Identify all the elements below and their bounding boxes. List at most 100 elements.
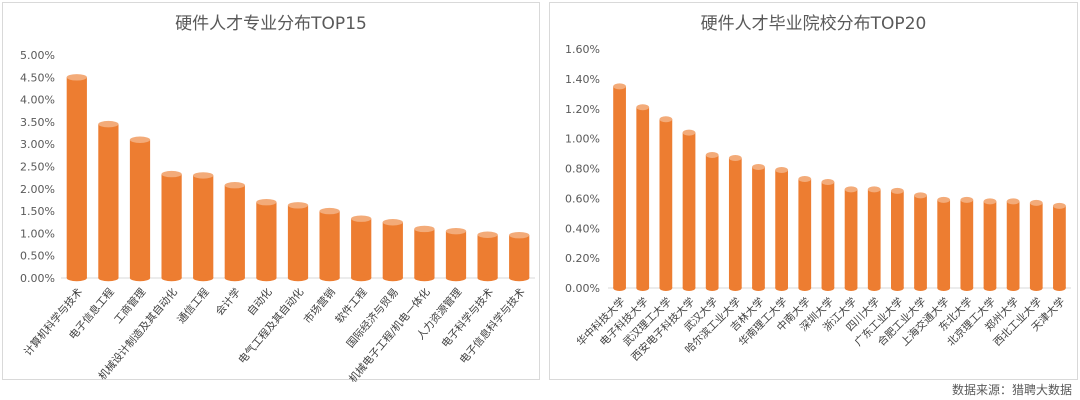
plot-area: 0.00% 0.20% 0.40% 0.60% 0.80% 1.00% 1.20% 1.40%… [565, 43, 1071, 364]
bar [129, 139, 151, 278]
bar-base [705, 285, 719, 291]
x-tick-label: 会计学 [213, 286, 243, 318]
y-tick-label: 3.50% [20, 116, 55, 129]
bar-cap [98, 120, 119, 128]
y-tick-label: 3.00% [20, 138, 55, 151]
bar-cap [414, 225, 435, 233]
y-tick-label: 1.00% [20, 227, 55, 240]
bar-base [224, 274, 245, 282]
y-tick-label: 1.60% [565, 43, 600, 56]
plot-area: 0.00% 0.50% 1.00% 1.50% 2.00% 2.50% 3.00% 3.50%… [20, 49, 535, 385]
bar-cap [682, 129, 696, 136]
x-tick-label: 计算机科学与技术 [21, 285, 85, 358]
bar-cap [382, 219, 403, 226]
bar-base [1053, 285, 1066, 291]
bar-base [287, 274, 309, 282]
bar-cap [509, 231, 530, 239]
bar-cap [1053, 202, 1066, 209]
chart-title: 硬件人才毕业院校分布TOP20 [700, 14, 927, 34]
major-bar-chart: 0.00% 0.50% 1.00% 1.50% 2.00% 2.50% 3.00% 3.50%… [20, 49, 535, 385]
bar-cap [705, 152, 719, 159]
bar [287, 205, 309, 278]
bar-base [636, 285, 650, 291]
y-tick-label: 0.40% [565, 222, 600, 235]
bar [636, 107, 650, 288]
y-tick-label: 1.00% [565, 133, 600, 146]
bar [775, 169, 788, 288]
bar-cap [66, 74, 87, 81]
bar-cap [1006, 198, 1020, 205]
bar-base [659, 285, 673, 291]
school-bar-chart: 0.00% 0.20% 0.40% 0.60% 0.80% 1.00% 1.20% 1.40%… [565, 43, 1071, 364]
bar-base [256, 274, 277, 282]
bar-base [775, 285, 788, 291]
y-tick-label: 1.20% [565, 103, 600, 116]
bar-base [161, 274, 182, 282]
bar [983, 201, 997, 288]
bar [728, 158, 742, 288]
chart-panel-major: 硬件人才专业分布TOP15 0.00% 0.50% 1.00% 1.50% 2.00% 2… [2, 2, 540, 385]
bar-base [509, 274, 530, 282]
x-tick-label: 通信工程 [175, 286, 212, 326]
bar [844, 189, 858, 288]
y-tick-label: 0.20% [565, 252, 600, 265]
bar [914, 195, 927, 288]
bar-cap [937, 196, 951, 203]
bar-cap [445, 227, 467, 235]
bar [798, 178, 812, 288]
bar-cap [319, 207, 340, 215]
bar-cap [659, 116, 673, 123]
bar-base [98, 274, 119, 282]
bar [659, 119, 673, 288]
bar-base [752, 285, 765, 291]
bar [382, 222, 403, 278]
bar-base [414, 274, 435, 282]
data-source-note: 数据来源：猎聘大数据 [951, 383, 1072, 397]
x-tick-label: 自动化 [244, 285, 275, 318]
bar-base [891, 285, 904, 291]
bar-base [445, 274, 467, 282]
bar [193, 175, 214, 278]
bar-base [193, 274, 214, 282]
bar [937, 199, 951, 288]
bar-base [728, 285, 742, 291]
bar [161, 174, 182, 278]
bar [224, 185, 245, 278]
bar-cap [914, 192, 927, 199]
y-tick-label: 0.00% [20, 272, 55, 285]
bar-base [129, 274, 151, 282]
bar [1006, 201, 1020, 288]
bar [477, 234, 498, 278]
bar-cap [287, 202, 309, 209]
bar [256, 202, 277, 278]
y-tick-label: 1.40% [565, 73, 600, 86]
bar [1029, 202, 1043, 288]
bar-cap [129, 136, 151, 143]
y-tick-label: 0.60% [565, 192, 600, 205]
bar-base [937, 285, 951, 291]
y-tick-label: 4.50% [20, 71, 55, 84]
bar [891, 190, 904, 288]
y-tick-label: 0.50% [20, 250, 55, 263]
bar-base [66, 274, 87, 282]
bar-cap [477, 231, 498, 238]
bar-cap [891, 187, 904, 194]
bar-cap [867, 186, 881, 193]
y-tick-label: 5.00% [20, 49, 55, 62]
bar-cap [351, 215, 372, 222]
chart-title: 硬件人才专业分布TOP15 [175, 14, 367, 34]
bar-cap [636, 104, 650, 111]
y-tick-label: 2.50% [20, 161, 55, 174]
chart-panel-school: 硬件人才毕业院校分布TOP20 0.00% 0.20% 0.40% 0.60% 0.80… [549, 2, 1078, 380]
bar [351, 218, 372, 278]
bar-cap [752, 164, 765, 171]
bar-base [844, 285, 858, 291]
bar-base [319, 274, 340, 282]
y-tick-label: 2.00% [20, 183, 55, 196]
bar-base [867, 285, 881, 291]
bar-base [351, 274, 372, 282]
bar-base [682, 285, 696, 291]
bar [319, 211, 340, 278]
bar-cap [193, 172, 214, 179]
bar [821, 181, 835, 288]
